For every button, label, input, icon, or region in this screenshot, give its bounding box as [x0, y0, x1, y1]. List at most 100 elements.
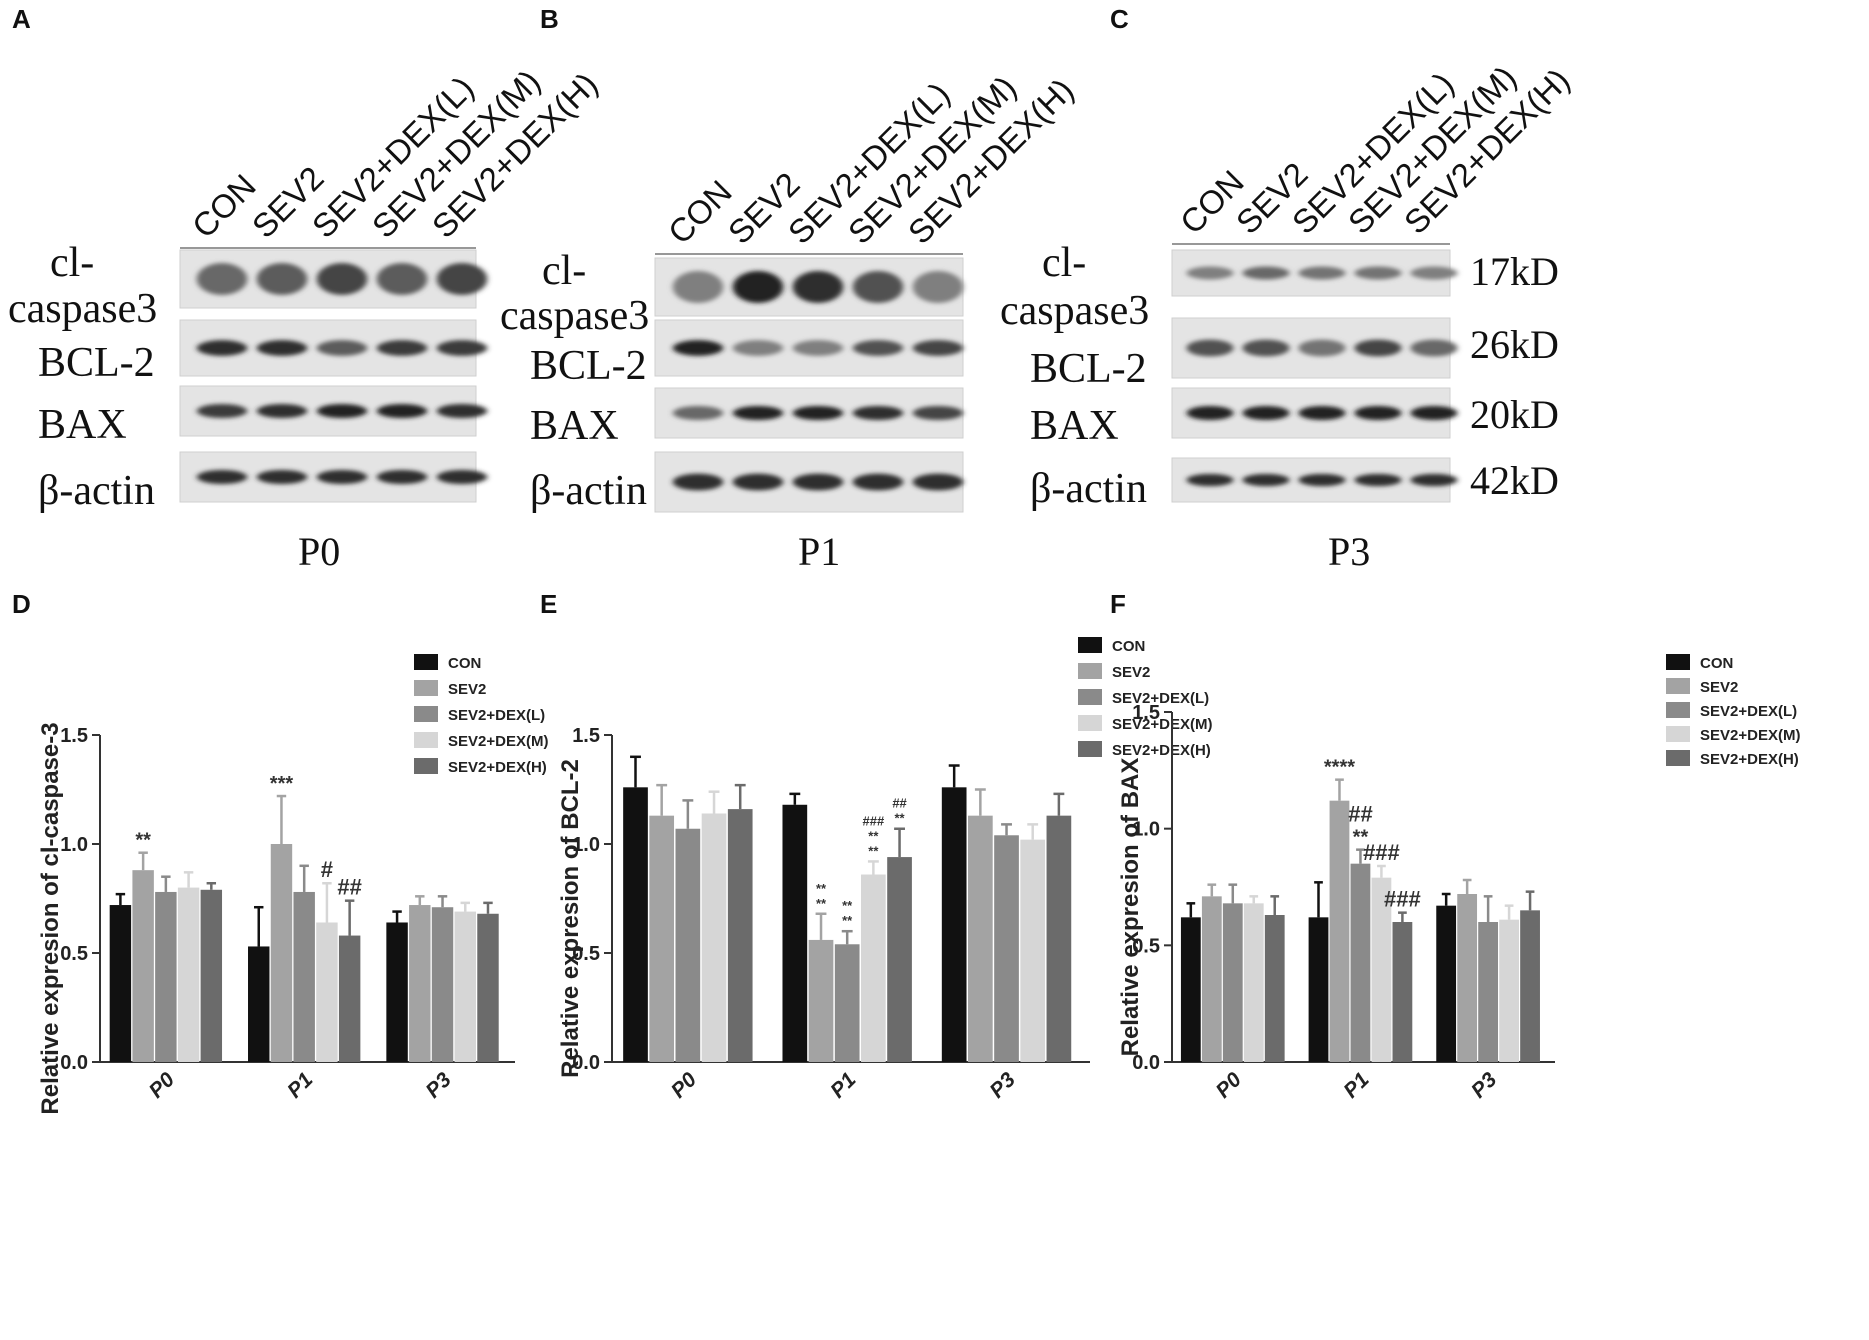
bar — [1046, 815, 1072, 1062]
bar — [941, 787, 967, 1062]
blot-band — [1186, 473, 1234, 487]
bar — [1264, 915, 1285, 1062]
blot-band — [852, 406, 904, 420]
blot-band — [672, 406, 724, 420]
x-tick-label: P0 — [1212, 1068, 1247, 1103]
blot-band — [436, 470, 488, 484]
bar — [808, 939, 834, 1062]
legend-swatch — [414, 680, 438, 696]
bar — [701, 813, 727, 1062]
legend-label: SEV2+DEX(M) — [1700, 727, 1800, 744]
x-tick-label: P3 — [985, 1068, 1020, 1103]
blot-band — [196, 404, 248, 418]
bar — [293, 891, 315, 1062]
panel-letter: B — [540, 4, 559, 34]
protein-label: caspase3 — [8, 286, 157, 332]
blot-band — [1298, 406, 1346, 420]
x-tick-label: P0 — [667, 1068, 702, 1103]
significance-marker: ** — [1353, 827, 1369, 849]
blot-band — [436, 404, 488, 418]
blot-band — [316, 404, 368, 418]
protein-label: caspase3 — [1000, 288, 1149, 334]
blot-band — [792, 340, 844, 356]
y-tick-label: 1.0 — [1132, 819, 1160, 841]
blot-band — [316, 470, 368, 484]
legend-label: CON — [448, 655, 481, 672]
blot-band — [912, 406, 964, 420]
significance-marker: ** — [816, 896, 827, 911]
protein-label: β-actin — [38, 468, 155, 514]
bar — [1392, 922, 1413, 1062]
legend-label: SEV2+DEX(M) — [448, 733, 548, 750]
legend-swatch — [1078, 663, 1102, 679]
significance-marker: ## — [892, 796, 907, 811]
significance-marker: ## — [337, 875, 361, 900]
x-tick-label: P1 — [826, 1068, 860, 1102]
significance-marker: ** — [868, 828, 879, 843]
molecular-weight-label: 26kD — [1470, 322, 1559, 367]
legend-label: SEV2 — [448, 681, 486, 698]
y-axis-label: Relative expresion of BAX — [1117, 758, 1144, 1057]
bar — [1308, 917, 1329, 1062]
legend-label: SEV2+DEX(L) — [1700, 703, 1797, 720]
blot-band — [732, 473, 784, 491]
significance-marker: ** — [842, 913, 853, 928]
y-tick-label: 0.0 — [572, 1052, 600, 1074]
protein-label: β-actin — [1030, 466, 1147, 512]
legend-swatch — [1666, 678, 1690, 694]
bar — [834, 944, 860, 1062]
legend-swatch — [1078, 741, 1102, 757]
blot-band — [912, 473, 964, 491]
bar — [1243, 903, 1264, 1062]
bar — [861, 874, 886, 1062]
legend-swatch — [1666, 654, 1690, 670]
protein-label: BCL-2 — [38, 340, 155, 386]
blot-band — [316, 340, 368, 356]
bar — [623, 787, 648, 1062]
bar — [109, 905, 132, 1062]
bar — [454, 911, 476, 1062]
significance-marker: ### — [1384, 887, 1421, 912]
bar — [177, 887, 200, 1062]
blot-band — [1354, 473, 1402, 487]
blot-band — [196, 340, 248, 356]
blot-band — [792, 473, 844, 491]
legend-swatch — [1078, 637, 1102, 653]
legend-swatch — [414, 758, 438, 774]
x-tick-label: P0 — [145, 1068, 180, 1103]
panel-letter: D — [12, 589, 31, 619]
lane-label: CON — [1173, 163, 1251, 241]
bar — [1222, 903, 1243, 1062]
panel-letter: E — [540, 589, 557, 619]
legend-label: CON — [1700, 655, 1733, 672]
y-tick-label: 1.5 — [572, 725, 600, 747]
significance-marker: ### — [1363, 840, 1400, 865]
legend-label: SEV2 — [1700, 679, 1738, 696]
panel-letter: F — [1110, 589, 1126, 619]
significance-marker: **** — [1324, 757, 1355, 779]
significance-marker: ### — [863, 813, 885, 828]
bar — [887, 857, 912, 1062]
legend-label: SEV2+DEX(L) — [448, 707, 545, 724]
western-blot-panels: ACONSEV2SEV2+DEX(L)SEV2+DEX(M)SEV2+DEX(H… — [8, 4, 1577, 574]
protein-label: cl- — [50, 240, 94, 286]
lane-label: CON — [661, 173, 739, 251]
y-axis-label: Relative expresion of cl-caspase-3 — [37, 722, 64, 1114]
significance-marker: ** — [816, 881, 827, 896]
bar — [1520, 910, 1540, 1062]
bar — [1201, 896, 1222, 1062]
legend-swatch — [414, 654, 438, 670]
y-tick-label: 1.5 — [60, 725, 88, 747]
bar — [727, 809, 753, 1062]
stage-label: P0 — [298, 529, 340, 574]
legend-swatch — [1666, 726, 1690, 742]
legend-label: CON — [1112, 638, 1145, 655]
blot-band — [316, 263, 368, 295]
stage-label: P3 — [1328, 529, 1370, 574]
blot-band — [1354, 406, 1402, 420]
protein-label: cl- — [542, 248, 586, 294]
y-tick-label: 1.0 — [60, 834, 88, 856]
